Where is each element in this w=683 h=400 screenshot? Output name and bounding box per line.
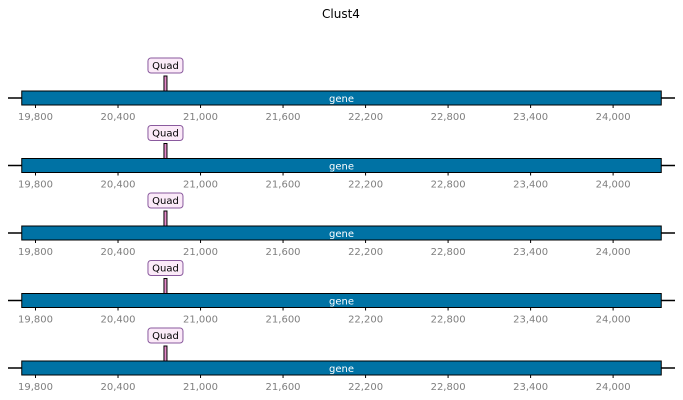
feature-mark — [163, 345, 168, 362]
tick-label: 19,800 — [18, 247, 53, 258]
tick-label: 21,000 — [183, 180, 218, 191]
track-3: gene Quad 19,800 20,400 21,000 21,600 22,200 22… — [8, 192, 675, 258]
tick-label: 22,200 — [348, 112, 383, 123]
feature-label: Quad — [152, 129, 179, 140]
gene-bar — [21, 225, 662, 241]
feature-label: Quad — [152, 264, 179, 275]
gene-bar — [21, 293, 662, 308]
track-2: gene Quad 19,800 20,400 21,000 21,600 22,200 22… — [8, 125, 675, 191]
tick-label: 20,400 — [101, 382, 136, 393]
tick-label: 20,400 — [101, 247, 136, 258]
feature-label-box — [147, 57, 184, 74]
gene-label: gene — [329, 297, 354, 308]
figure-title: Clust4 — [322, 7, 360, 21]
tick-label: 22,200 — [348, 180, 383, 191]
tick-label: 24,000 — [596, 382, 631, 393]
gene-bar — [21, 360, 662, 376]
tick-label: 21,600 — [266, 315, 301, 326]
tick-label: 21,000 — [183, 382, 218, 393]
tick-label: 23,400 — [513, 180, 548, 191]
tick-label: 22,800 — [431, 382, 466, 393]
tick-label: 22,800 — [431, 315, 466, 326]
tick-label: 22,200 — [348, 382, 383, 393]
gene-label: gene — [329, 229, 354, 240]
gene-label: gene — [329, 162, 354, 173]
tick-label: 21,600 — [266, 382, 301, 393]
feature-label: Quad — [152, 61, 179, 72]
tick-label: 21,000 — [183, 247, 218, 258]
tick-label: 24,000 — [596, 180, 631, 191]
tick-label: 19,800 — [18, 315, 53, 326]
tracks-group: gene Quad 19,800 20,400 21,000 21,600 22,200 22… — [8, 57, 675, 393]
tick-label: 22,800 — [431, 180, 466, 191]
feature-label-box — [147, 260, 184, 276]
tick-label: 22,800 — [431, 247, 466, 258]
tick-label: 22,200 — [348, 315, 383, 326]
tick-label: 21,600 — [266, 247, 301, 258]
gene-label: gene — [329, 364, 354, 375]
feature-mark — [163, 75, 168, 92]
track-1: gene Quad 19,800 20,400 21,000 21,600 22,200 22… — [8, 57, 675, 123]
feature-label: Quad — [152, 196, 179, 207]
tick-label: 23,400 — [513, 112, 548, 123]
tick-label: 21,600 — [266, 180, 301, 191]
feature-mark — [163, 143, 168, 159]
tick-label: 21,000 — [183, 112, 218, 123]
feature-mark — [163, 278, 168, 294]
tick-label: 22,800 — [431, 112, 466, 123]
feature-label: Quad — [152, 331, 179, 342]
tick-label: 19,800 — [18, 180, 53, 191]
tick-label: 21,000 — [183, 315, 218, 326]
gene-label: gene — [329, 94, 354, 105]
gene-bar — [21, 158, 662, 173]
feature-mark — [163, 210, 168, 227]
tick-label: 20,400 — [101, 180, 136, 191]
tick-label: 24,000 — [596, 247, 631, 258]
feature-label-box — [147, 125, 184, 141]
gene-bar — [21, 90, 662, 106]
tick-label: 23,400 — [513, 247, 548, 258]
tick-label: 20,400 — [101, 112, 136, 123]
tick-label: 24,000 — [596, 112, 631, 123]
feature-label-box — [147, 192, 184, 209]
tick-label: 24,000 — [596, 315, 631, 326]
tick-label: 21,600 — [266, 112, 301, 123]
feature-label-box — [147, 327, 184, 344]
tick-label: 23,400 — [513, 382, 548, 393]
tick-label: 19,800 — [18, 382, 53, 393]
tick-label: 22,200 — [348, 247, 383, 258]
tick-label: 20,400 — [101, 315, 136, 326]
tick-label: 19,800 — [18, 112, 53, 123]
track-5: gene Quad 19,800 20,400 21,000 21,600 22,200 22… — [8, 327, 675, 393]
tick-label: 23,400 — [513, 315, 548, 326]
track-4: gene Quad 19,800 20,400 21,000 21,600 22,200 22… — [8, 260, 675, 326]
